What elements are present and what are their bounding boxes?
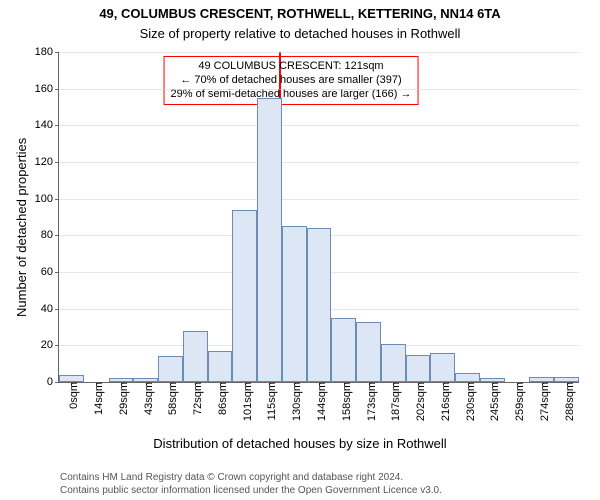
xtick-label: 72sqm: [186, 382, 204, 415]
chart-container: 49, COLUMBUS CRESCENT, ROTHWELL, KETTERI…: [0, 0, 600, 500]
xtick-label: 29sqm: [112, 382, 130, 415]
ytick-label: 120: [35, 156, 59, 168]
xtick-label: 130sqm: [285, 382, 303, 421]
xtick-label: 101sqm: [236, 382, 254, 421]
ytick-label: 40: [41, 303, 59, 315]
histogram-bar: [59, 375, 84, 382]
xtick-label: 202sqm: [409, 382, 427, 421]
ytick-label: 20: [41, 339, 59, 351]
xtick-label: 43sqm: [137, 382, 155, 415]
ytick-label: 80: [41, 229, 59, 241]
xtick-label: 173sqm: [360, 382, 378, 421]
ytick-label: 160: [35, 83, 59, 95]
ytick-label: 0: [47, 376, 59, 388]
xtick-label: 245sqm: [483, 382, 501, 421]
histogram-bar: [158, 356, 183, 382]
footer-attribution: Contains HM Land Registry data © Crown c…: [60, 472, 442, 497]
ytick-label: 180: [35, 46, 59, 58]
xtick-label: 187sqm: [384, 382, 402, 421]
xtick-label: 274sqm: [533, 382, 551, 421]
xtick-label: 158sqm: [335, 382, 353, 421]
xtick-label: 288sqm: [558, 382, 576, 421]
histogram-bar: [307, 228, 332, 382]
histogram-bar: [356, 322, 381, 383]
histogram-bar: [208, 351, 233, 382]
histogram-bar: [183, 331, 208, 382]
annotation-line-2: ← 70% of detached houses are smaller (39…: [171, 74, 412, 88]
xtick-label: 230sqm: [459, 382, 477, 421]
y-axis-label: Number of detached properties: [14, 138, 29, 317]
histogram-bar: [257, 98, 282, 382]
xtick-label: 216sqm: [434, 382, 452, 421]
xtick-label: 86sqm: [211, 382, 229, 415]
xtick-label: 259sqm: [508, 382, 526, 421]
chart-title-main: 49, COLUMBUS CRESCENT, ROTHWELL, KETTERI…: [0, 6, 600, 21]
footer-line-1: Contains HM Land Registry data © Crown c…: [60, 472, 442, 485]
histogram-bar: [282, 226, 307, 382]
histogram-bar: [381, 344, 406, 383]
histogram-bar: [455, 373, 480, 382]
xtick-label: 144sqm: [310, 382, 328, 421]
xtick-label: 14sqm: [87, 382, 105, 415]
ytick-label: 140: [35, 119, 59, 131]
gridline: [59, 52, 579, 53]
histogram-bar: [232, 210, 257, 382]
ytick-label: 100: [35, 193, 59, 205]
histogram-bar: [406, 355, 431, 383]
annotation-box: 49 COLUMBUS CRESCENT: 121sqm ← 70% of de…: [164, 56, 419, 105]
histogram-bar: [430, 353, 455, 382]
chart-title-sub: Size of property relative to detached ho…: [0, 26, 600, 41]
gridline: [59, 125, 579, 126]
plot-area: 49 COLUMBUS CRESCENT: 121sqm ← 70% of de…: [58, 52, 579, 383]
xtick-label: 58sqm: [161, 382, 179, 415]
x-axis-label: Distribution of detached houses by size …: [0, 436, 600, 451]
xtick-label: 0sqm: [62, 382, 80, 409]
gridline: [59, 89, 579, 90]
gridline: [59, 162, 579, 163]
gridline: [59, 199, 579, 200]
footer-line-2: Contains public sector information licen…: [60, 485, 442, 498]
annotation-line-1: 49 COLUMBUS CRESCENT: 121sqm: [171, 60, 412, 74]
histogram-bar: [331, 318, 356, 382]
ytick-label: 60: [41, 266, 59, 278]
xtick-label: 115sqm: [260, 382, 278, 420]
